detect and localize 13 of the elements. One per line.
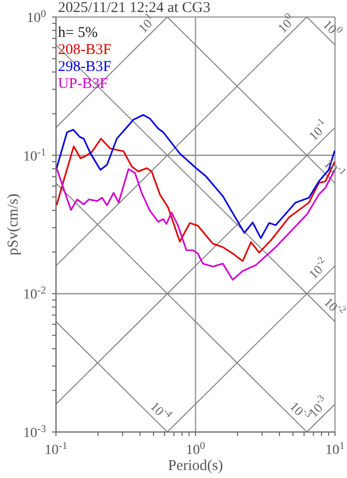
y-tick-label: 10$^{-1}$ xyxy=(23,146,46,164)
x-tick-label: 10$^{0}$ xyxy=(186,440,206,458)
y-tick-label: 10$^{-2}$ xyxy=(23,285,46,303)
y-tick-label: 10$^{0}$ xyxy=(26,8,46,26)
text: UP-B3F xyxy=(58,76,110,93)
x-tick-label: 10$^{1}$ xyxy=(325,440,345,458)
x-axis-title: Period(s) xyxy=(168,458,223,474)
y-axis-title: pSv(cm/s) xyxy=(5,194,22,256)
x-tick-label: 10$^{-1}$ xyxy=(44,440,68,458)
text: 208-B3F xyxy=(58,42,112,59)
y-tick-label: 10$^{-3}$ xyxy=(23,424,46,441)
text: 298-B3F xyxy=(58,59,112,76)
legend-title: h= 5% xyxy=(58,25,99,42)
